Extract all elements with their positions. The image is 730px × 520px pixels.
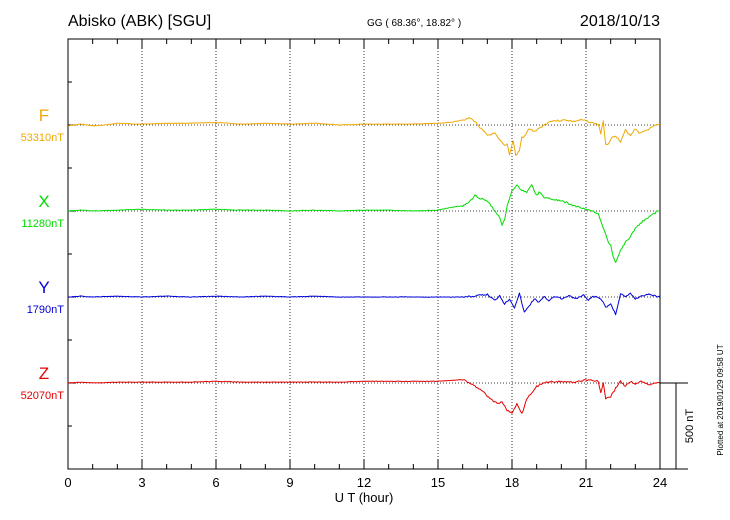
series-line-x bbox=[67, 184, 661, 263]
series-line-y bbox=[67, 292, 661, 316]
series-line-f bbox=[67, 117, 661, 156]
scale-bar-label: 500 nT bbox=[684, 409, 696, 444]
date-label: 2018/10/13 bbox=[580, 13, 660, 30]
x-tick-label: 6 bbox=[212, 475, 219, 490]
plotted-note: Plotted at 2019/01/29 09:58 UT bbox=[716, 344, 725, 455]
series-baseline-z: 52070nT bbox=[21, 390, 65, 402]
x-tick-label: 9 bbox=[286, 475, 293, 490]
x-tick-label: 24 bbox=[653, 475, 667, 490]
series-baseline-f: 53310nT bbox=[21, 132, 65, 144]
x-tick-label: 3 bbox=[138, 475, 145, 490]
axis-ticks: 0 3 6 9 12 15 18 21 24 bbox=[64, 38, 667, 490]
x-tick-label: 18 bbox=[505, 475, 519, 490]
series-name-y: Y bbox=[38, 278, 49, 297]
series-group bbox=[67, 117, 661, 414]
series-baseline-x: 11280nT bbox=[21, 218, 64, 230]
plot-frame bbox=[67, 38, 661, 470]
x-tick-label: 21 bbox=[579, 475, 593, 490]
series-line-z bbox=[67, 379, 661, 414]
grid-lines bbox=[68, 39, 660, 469]
series-labels: F 53310nT X 11280nT Y 1790nT Z 52070nT bbox=[21, 106, 65, 402]
series-name-x: X bbox=[38, 192, 49, 211]
x-tick-label: 15 bbox=[431, 475, 445, 490]
series-name-z: Z bbox=[39, 364, 49, 383]
coordinates-label: GG ( 68.36°, 18.82° ) bbox=[367, 18, 461, 29]
x-tick-label: 0 bbox=[64, 475, 71, 490]
x-axis-label: U T (hour) bbox=[335, 490, 394, 505]
series-name-f: F bbox=[39, 106, 49, 125]
scale-bar: 500 nT bbox=[660, 382, 696, 470]
x-tick-label: 12 bbox=[357, 475, 371, 490]
station-title: Abisko (ABK) [SGU] bbox=[68, 13, 211, 30]
series-baseline-y: 1790nT bbox=[27, 304, 65, 316]
